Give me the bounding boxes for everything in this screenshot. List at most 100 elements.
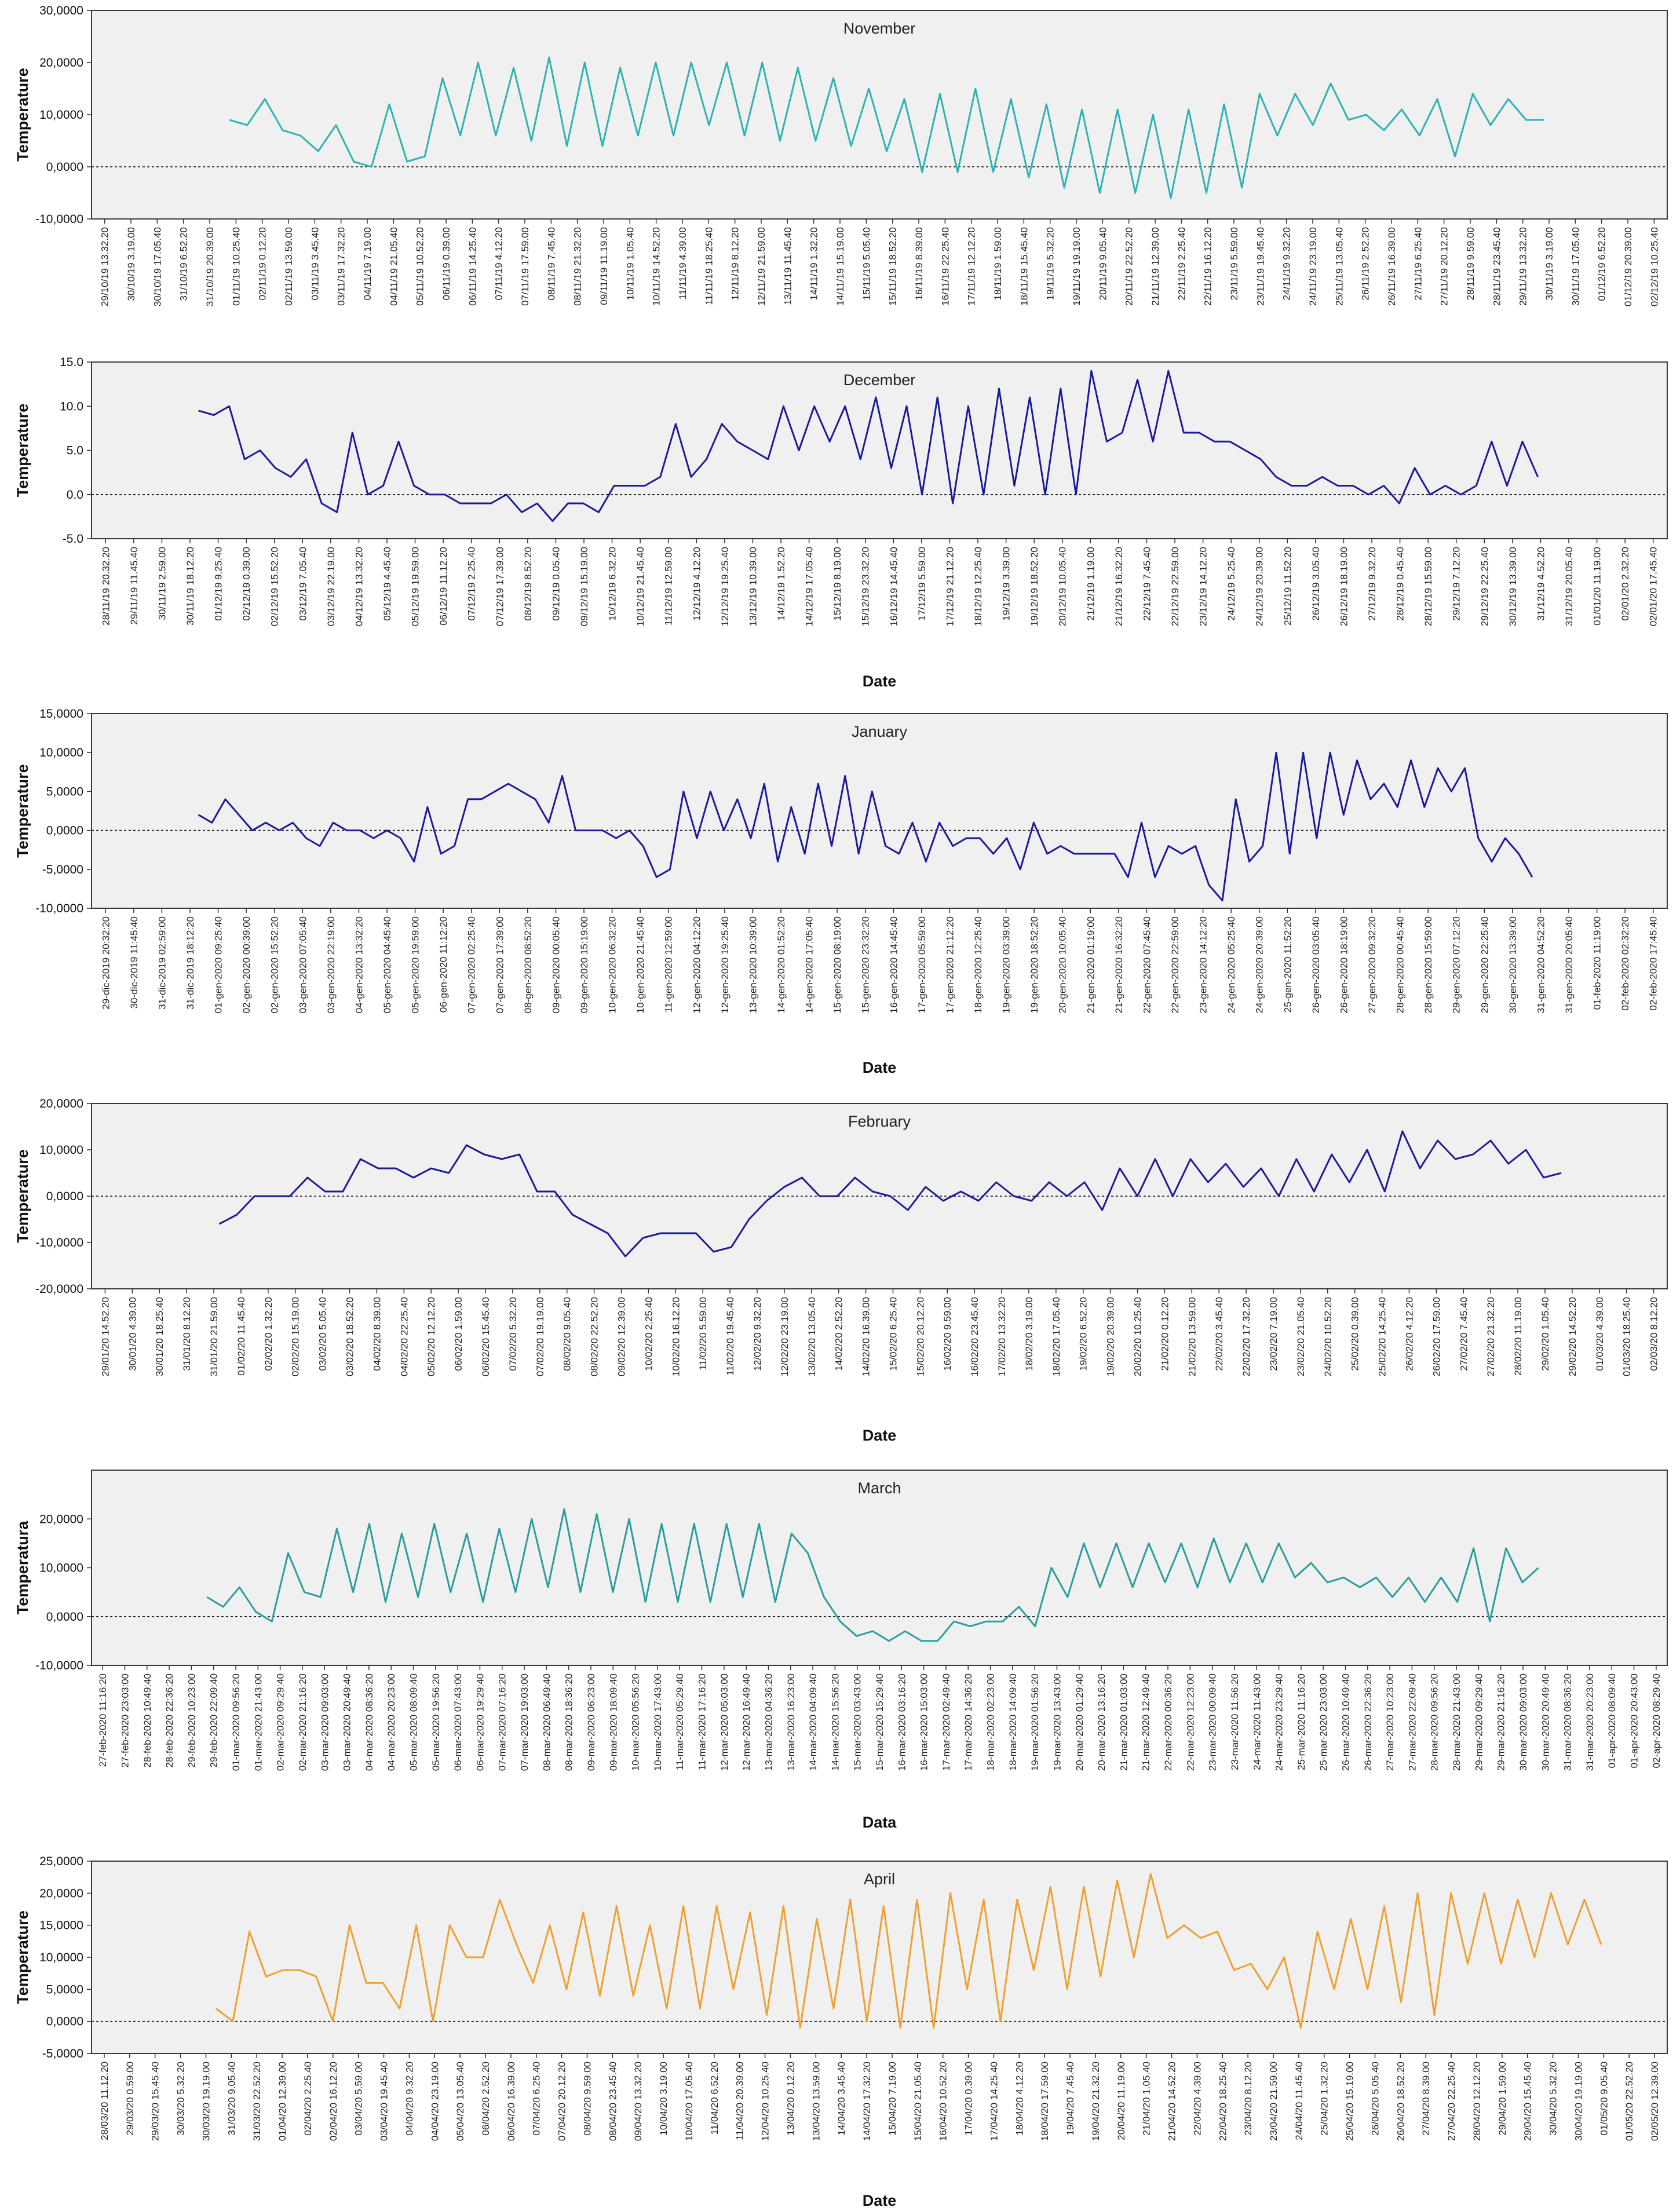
x-tick-label: 07-gen-2020 17:39:00 xyxy=(494,916,505,1013)
x-tick-label: 12-mar-2020 16:49:40 xyxy=(741,1673,752,1771)
x-tick-label: 29/03/20 15.45.40 xyxy=(150,2062,161,2141)
x-tick-label: 26/04/20 18.52.20 xyxy=(1395,2062,1406,2141)
x-tick-label: 20-mar-2020 13:16:20 xyxy=(1096,1673,1107,1771)
x-tick-label: 28/12/19 0.45.40 xyxy=(1395,547,1406,621)
x-tick-label: 12/11/19 21.59.00 xyxy=(756,227,767,306)
x-axis-label: Date xyxy=(863,1427,897,1444)
x-tick-label: 30/12/19 13.39.00 xyxy=(1507,547,1518,626)
x-tick-label: 25/04/20 1.32.20 xyxy=(1319,2062,1330,2136)
chart-panel-3: January -10,0000 -5,0000 0,0000 5,0000 10,000… xyxy=(14,707,1668,1076)
x-tick-label: 25-mar-2020 23:03:00 xyxy=(1318,1673,1329,1771)
x-tick-label: 02/05/20 12.39.00 xyxy=(1649,2062,1660,2141)
x-tick-label: 30/10/19 3.19.00 xyxy=(126,227,137,301)
y-tick-label: 10,0000 xyxy=(39,746,83,759)
x-axis-label: Date xyxy=(863,1059,897,1076)
x-tick-label: 07/02/20 19.19.00 xyxy=(535,1297,546,1376)
x-tick-label: 20-mar-2020 01:29:40 xyxy=(1074,1673,1085,1771)
x-tick-label: 30-mar-2020 20:49:40 xyxy=(1540,1673,1551,1771)
y-tick-label: 0.0 xyxy=(67,488,83,502)
y-tick-label: 30,0000 xyxy=(39,4,83,17)
x-tick-label: 03/11/19 3.45.40 xyxy=(309,227,320,300)
x-tick-label: 30/11/19 2.59.00 xyxy=(156,547,167,620)
temperature-series-line xyxy=(198,370,1539,522)
x-tick-label: 29/02/20 14.52.20 xyxy=(1567,1297,1578,1376)
x-tick-label: 03/04/20 5.59.00 xyxy=(353,2062,364,2136)
x-tick-label: 06/02/20 1.59.00 xyxy=(453,1297,464,1371)
x-tick-label: 11-gen-2020 12:59:00 xyxy=(663,916,674,1013)
x-tick-label: 09/12/19 15.19.00 xyxy=(579,547,590,626)
y-tick-label: -20,0000 xyxy=(35,1282,83,1296)
x-tick-label: 04-mar-2020 08:36:20 xyxy=(364,1673,375,1771)
x-tick-label: 15-mar-2020 15:29:40 xyxy=(874,1673,885,1771)
x-tick-label: 31-gen-2020 20:05:40 xyxy=(1564,916,1575,1013)
x-tick-label: 22/04/20 4.39.00 xyxy=(1192,2062,1203,2136)
chart-panel-5: March -10,0000 0,0000 10,0000 20,0000 Tempera… xyxy=(14,1470,1668,1831)
x-tick-label: 06/11/19 14.25.40 xyxy=(467,227,478,306)
x-tick-label: 06/04/20 2.52.20 xyxy=(480,2062,491,2136)
x-tick-label: 30-dic-2019 11:45:40 xyxy=(129,916,140,1008)
x-tick-label: 10/04/20 3.19.00 xyxy=(658,2062,669,2136)
x-tick-label: 04/12/19 13.32.20 xyxy=(353,547,364,626)
x-tick-label: 05-gen-2020 19:59:00 xyxy=(410,916,421,1013)
plot-area xyxy=(91,1470,1668,1666)
temperature-series-line xyxy=(198,751,1533,902)
x-tick-label: 10-gen-2020 06:32:20 xyxy=(607,916,618,1013)
x-tick-label: 16/11/19 22.25.40 xyxy=(940,227,951,306)
x-tick-label: 26/02/20 17.59.00 xyxy=(1431,1297,1442,1376)
x-tick-label: 29/10/19 13.32.20 xyxy=(100,227,111,306)
x-tick-label: 01/02/20 11.45.40 xyxy=(236,1297,247,1376)
y-axis-label: Temperatura xyxy=(14,1521,31,1615)
y-tick-label: 0,0000 xyxy=(46,1190,83,1203)
x-tick-label: 28/12/19 15.59.00 xyxy=(1423,547,1434,626)
y-tick-label: 10,0000 xyxy=(39,1951,83,1964)
x-tick-label: 27-feb-2020 23:03:00 xyxy=(119,1673,130,1768)
x-tick-label: 27-mar-2020 22:09:40 xyxy=(1407,1673,1418,1771)
x-tick-label: 29/04/20 1.59.00 xyxy=(1497,2062,1508,2136)
y-tick-label: -5,0000 xyxy=(42,2047,83,2060)
x-tick-label: 07-mar-2020 19:03:00 xyxy=(519,1673,530,1771)
x-tick-label: 21/12/19 1.19.00 xyxy=(1085,547,1096,621)
chart-title: November xyxy=(843,20,916,37)
x-tick-label: 02/04/20 16.12.20 xyxy=(328,2062,339,2141)
x-tick-label: 06/02/20 15.45.40 xyxy=(480,1297,491,1376)
x-tick-label: 26/11/19 2.52.20 xyxy=(1360,227,1371,300)
x-tick-label: 01/05/20 22.52.20 xyxy=(1624,2062,1635,2141)
x-tick-label: 03/02/20 5.05.40 xyxy=(317,1297,328,1371)
x-tick-label: 13-gen-2020 10:39:00 xyxy=(747,916,758,1013)
x-tick-label: 14/02/20 16.39.00 xyxy=(861,1297,872,1376)
x-tick-label: 17/04/20 0.39.00 xyxy=(963,2062,974,2136)
x-tick-label: 14-mar-2020 04:09:40 xyxy=(808,1673,819,1771)
x-tick-label: 31/12/19 20.05.40 xyxy=(1564,547,1575,626)
x-tick-label: 04/02/20 8.39.00 xyxy=(371,1297,382,1371)
x-tick-label: 01/03/20 18.25.40 xyxy=(1621,1297,1632,1376)
x-tick-label: 16-mar-2020 15:03:00 xyxy=(919,1673,930,1771)
x-tick-label: 27-mar-2020 10:23:00 xyxy=(1385,1673,1396,1771)
x-tick-label: 29/12/19 22.25.40 xyxy=(1479,547,1490,626)
x-tick-label: 31-mar-2020 20:23:00 xyxy=(1584,1673,1595,1771)
x-tick-label: 29-mar-2020 21:16:20 xyxy=(1496,1673,1507,1771)
x-tick-label: 01/04/20 12.39.00 xyxy=(277,2062,288,2141)
x-tick-label: 29/04/20 15.45.40 xyxy=(1522,2062,1533,2141)
x-tick-label: 17/04/20 14.25.40 xyxy=(988,2062,999,2141)
x-tick-label: 17/12/19 21.12.20 xyxy=(944,547,955,626)
x-tick-label: 08/11/19 21.32.20 xyxy=(572,227,583,306)
x-tick-label: 21/04/20 14.52.20 xyxy=(1167,2062,1178,2141)
x-tick-label: 16-gen-2020 14:45:40 xyxy=(888,916,899,1013)
x-tick-label: 14/12/19 1.52.20 xyxy=(776,547,787,621)
x-tick-label: 09/02/20 12.39.00 xyxy=(616,1297,627,1376)
x-tick-label: 21/02/20 0.12.20 xyxy=(1159,1297,1170,1371)
x-tick-label: 16/02/20 9.59.00 xyxy=(942,1297,953,1371)
x-tick-label: 01/01/20 11.19.00 xyxy=(1592,547,1603,626)
x-tick-label: 04/04/20 23.19.00 xyxy=(429,2062,440,2141)
x-tick-label: 19-mar-2020 01:56:20 xyxy=(1029,1673,1040,1771)
y-tick-label: 10,0000 xyxy=(39,1562,83,1575)
x-tick-label: 02/11/19 13.59.00 xyxy=(283,227,294,306)
y-axis-label: Temperature xyxy=(14,404,31,498)
x-tick-label: 22/12/19 7.45.40 xyxy=(1141,547,1152,621)
x-tick-label: 19-gen-2020 03:39:00 xyxy=(1001,916,1012,1013)
x-tick-label: 01/12/19 20.39.00 xyxy=(1623,227,1634,306)
x-tick-label: 18/12/19 12.25.40 xyxy=(973,547,984,626)
x-tick-label: 18/02/20 3.19.00 xyxy=(1024,1297,1035,1371)
x-tick-label: 16/12/19 14.45.40 xyxy=(888,547,899,626)
